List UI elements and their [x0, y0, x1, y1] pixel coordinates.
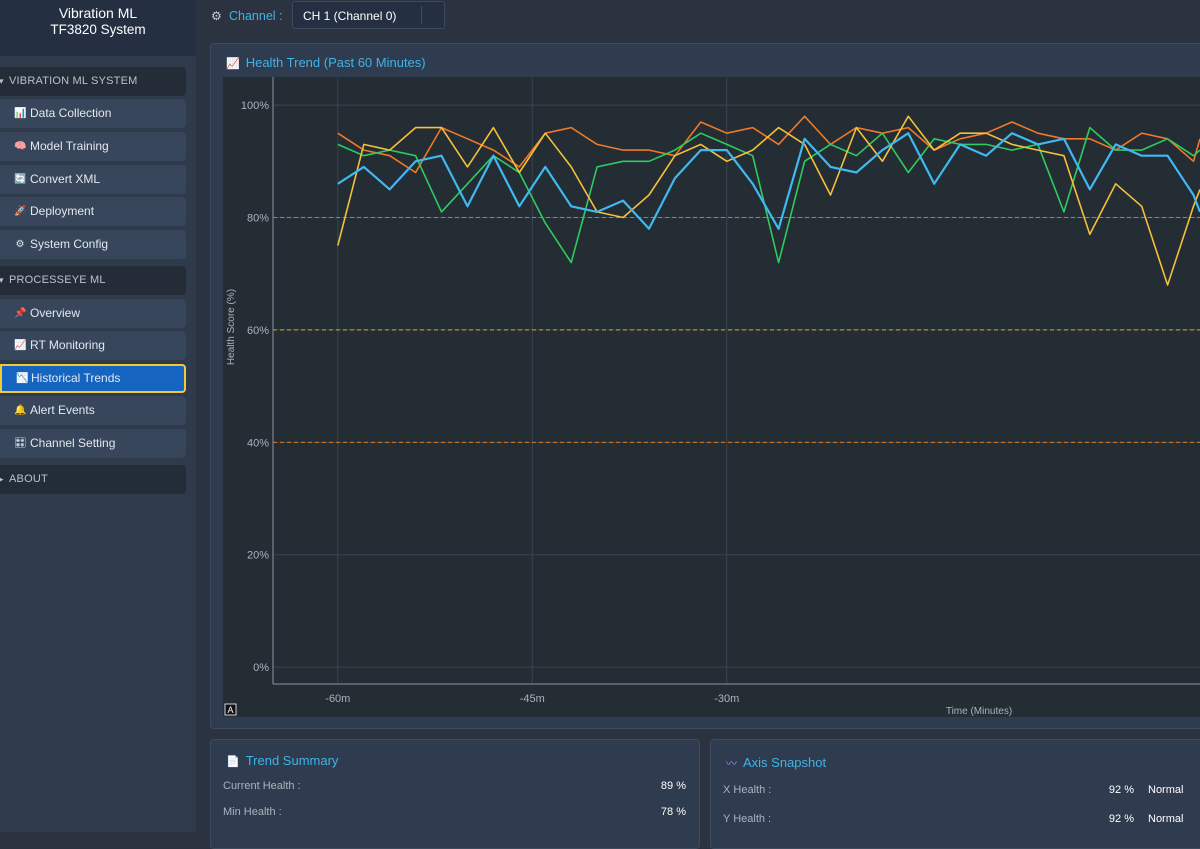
sidebar-item-historical-trends[interactable]: 📉 Historical Trends	[0, 364, 186, 393]
y-axis-title: Health Score (%)	[226, 289, 237, 365]
y-health-value: 92 %	[1108, 813, 1134, 825]
x-axis-title: Time (Minutes)	[946, 706, 1012, 717]
gear-icon: ⚙	[15, 239, 25, 250]
series-line	[337, 115, 1200, 286]
channel-select-value: CH 1 (Channel 0)	[303, 9, 397, 23]
series-line	[337, 115, 1200, 174]
sidebar-item-label: RT Monitoring	[30, 338, 105, 352]
sidebar-item-label: Data Collection	[30, 106, 112, 120]
y-tick-label: 60%	[247, 325, 269, 337]
wave-icon: 〰	[726, 758, 737, 770]
health-trend-title: 📈 Health Trend (Past 60 Minutes)	[226, 55, 426, 70]
gear-icon: ⚙	[211, 9, 222, 23]
brand-title: Vibration ML	[58, 5, 138, 21]
chevron-down-icon: ▾	[0, 76, 4, 86]
sidebar-item-system-config[interactable]: ⚙ System Config	[0, 230, 186, 259]
trend-icon: 📈	[226, 58, 240, 70]
x-tick-label: -45m	[520, 693, 545, 705]
sidebar-item-alert-events[interactable]: 🔔 Alert Events	[0, 396, 186, 425]
section-label: PROCESSEYE ML	[9, 274, 106, 286]
section-vibration-ml-system[interactable]: ▾ VIBRATION ML SYSTEM	[0, 67, 186, 96]
brand-header: Vibration ML TF3820 System	[0, 0, 196, 56]
y-tick-label: 0%	[253, 662, 269, 674]
sidebar: Vibration ML TF3820 System ▾ VIBRATION ML…	[0, 0, 196, 832]
chart-icon: 📊	[14, 108, 27, 119]
section-label: VIBRATION ML SYSTEM	[9, 75, 138, 87]
x-health-status: Normal	[1148, 784, 1184, 796]
sidebar-item-label: Convert XML	[30, 172, 101, 186]
y-health-status: Normal	[1148, 813, 1184, 825]
sidebar-item-deployment[interactable]: 🚀 Deployment	[0, 197, 186, 226]
sidebar-item-label: Historical Trends	[31, 371, 121, 385]
sidebar-item-label: System Config	[30, 237, 109, 251]
grid-icon: 🎛	[14, 438, 27, 449]
y-health-label: Y Health :	[723, 813, 772, 825]
current-health-label: Current Health :	[223, 780, 301, 792]
section-label: ABOUT	[9, 473, 48, 485]
axis-snapshot-panel	[710, 739, 1200, 849]
health-trend-title-text: Health Trend (Past 60 Minutes)	[245, 55, 426, 70]
sidebar-item-data-collection[interactable]: 📊 Data Collection	[0, 99, 186, 128]
min-health-value: 78 %	[660, 806, 686, 818]
line-chart-icon: 📈	[14, 340, 27, 351]
health-trend-chart: 0% 20% 40% 60% 80% 100% -60m -45m -30m Health Sco…	[224, 77, 1200, 717]
y-tick-label: 20%	[247, 550, 269, 562]
sidebar-item-model-training[interactable]: 🧠 Model Training	[0, 132, 186, 161]
brand-subtitle: TF3820 System	[50, 22, 146, 37]
series-line	[337, 126, 1200, 264]
sidebar-item-overview[interactable]: 📌 Overview	[0, 299, 186, 328]
chevron-down-icon: ▾	[0, 275, 4, 285]
section-about[interactable]: ▸ ABOUT	[0, 465, 186, 494]
section-processeye-ml[interactable]: ▾ PROCESSEYE ML	[0, 266, 186, 295]
x-tick-label: -30m	[714, 693, 739, 705]
trend-summary-panel	[210, 739, 700, 849]
sidebar-item-convert-xml[interactable]: 🔄 Convert XML	[0, 165, 186, 194]
pin-icon: 📌	[14, 308, 27, 319]
channel-label: Channel :	[229, 9, 283, 23]
chevron-right-icon: ▸	[0, 474, 4, 484]
current-health-value: 89 %	[660, 780, 686, 792]
sidebar-item-label: Alert Events	[30, 403, 95, 417]
y-tick-label: 100%	[241, 100, 269, 112]
trend-down-icon: 📉	[16, 373, 29, 384]
x-tick-label: -60m	[325, 693, 350, 705]
bell-icon: 🔔	[14, 405, 27, 416]
x-health-label: X Health :	[723, 784, 772, 796]
trend-summary-title-text: Trend Summary	[245, 753, 339, 768]
convert-icon: 🔄	[14, 174, 27, 185]
rocket-icon: 🚀	[14, 206, 27, 217]
trend-summary-title: 📄 Trend Summary	[226, 753, 338, 768]
sidebar-item-label: Model Training	[30, 139, 109, 153]
sidebar-item-rt-monitoring[interactable]: 📈 RT Monitoring	[0, 331, 186, 360]
sidebar-item-channel-setting[interactable]: 🎛 Channel Setting	[0, 429, 186, 458]
sidebar-item-label: Channel Setting	[30, 436, 116, 450]
autoscale-badge-label: A	[227, 705, 233, 715]
series-line	[337, 132, 1200, 230]
sidebar-item-label: Deployment	[30, 204, 95, 218]
brain-icon: 🧠	[14, 141, 27, 152]
document-icon: 📄	[226, 756, 240, 768]
axis-snapshot-title-text: Axis Snapshot	[743, 755, 827, 770]
x-health-value: 92 %	[1108, 784, 1134, 796]
min-health-label: Min Health :	[223, 806, 282, 818]
axis-snapshot-title: 〰 Axis Snapshot	[726, 755, 826, 771]
select-divider	[421, 6, 422, 24]
sidebar-item-label: Overview	[30, 306, 81, 320]
chart-area: 0% 20% 40% 60% 80% 100% -60m -45m -30m Health Sco…	[223, 77, 1200, 717]
autoscale-badge	[224, 703, 237, 716]
channel-select[interactable]: CH 1 (Channel 0)	[292, 1, 445, 29]
y-tick-label: 40%	[247, 437, 269, 449]
y-tick-label: 80%	[247, 213, 269, 225]
